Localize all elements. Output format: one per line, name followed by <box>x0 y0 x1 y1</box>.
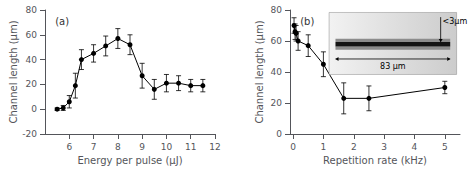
svg-text:2: 2 <box>351 142 357 152</box>
svg-text:80: 80 <box>271 5 283 15</box>
svg-text:0: 0 <box>31 104 37 114</box>
svg-text:Channel length (μm): Channel length (μm) <box>254 20 265 123</box>
svg-text:40: 40 <box>26 55 38 65</box>
svg-text:(a): (a) <box>55 16 69 27</box>
svg-text:0: 0 <box>276 129 282 139</box>
svg-text:6: 6 <box>66 142 72 152</box>
svg-text:7: 7 <box>91 142 97 152</box>
svg-text:20: 20 <box>271 98 283 108</box>
svg-text:Repetition rate (kHz): Repetition rate (kHz) <box>323 155 427 166</box>
svg-text:Channel length (μm): Channel length (μm) <box>8 20 19 123</box>
svg-text:10: 10 <box>161 142 173 152</box>
svg-text:20: 20 <box>26 79 38 89</box>
svg-text:11: 11 <box>185 142 196 152</box>
svg-text:8: 8 <box>115 142 121 152</box>
svg-text:40: 40 <box>271 67 283 77</box>
svg-text:<3μm: <3μm <box>443 17 468 26</box>
svg-text:(b): (b) <box>300 16 314 27</box>
svg-text:9: 9 <box>139 142 145 152</box>
svg-text:4: 4 <box>412 142 418 152</box>
svg-text:Energy per pulse (μJ): Energy per pulse (μJ) <box>77 155 182 166</box>
svg-text:1: 1 <box>321 142 327 152</box>
svg-text:12: 12 <box>209 142 220 152</box>
svg-text:60: 60 <box>26 30 38 40</box>
svg-text:5: 5 <box>442 142 448 152</box>
svg-text:3: 3 <box>381 142 387 152</box>
svg-text:-20: -20 <box>22 129 37 139</box>
svg-text:60: 60 <box>271 36 283 46</box>
svg-text:0: 0 <box>290 142 296 152</box>
svg-text:80: 80 <box>26 5 38 15</box>
svg-text:83 μm: 83 μm <box>380 62 406 71</box>
